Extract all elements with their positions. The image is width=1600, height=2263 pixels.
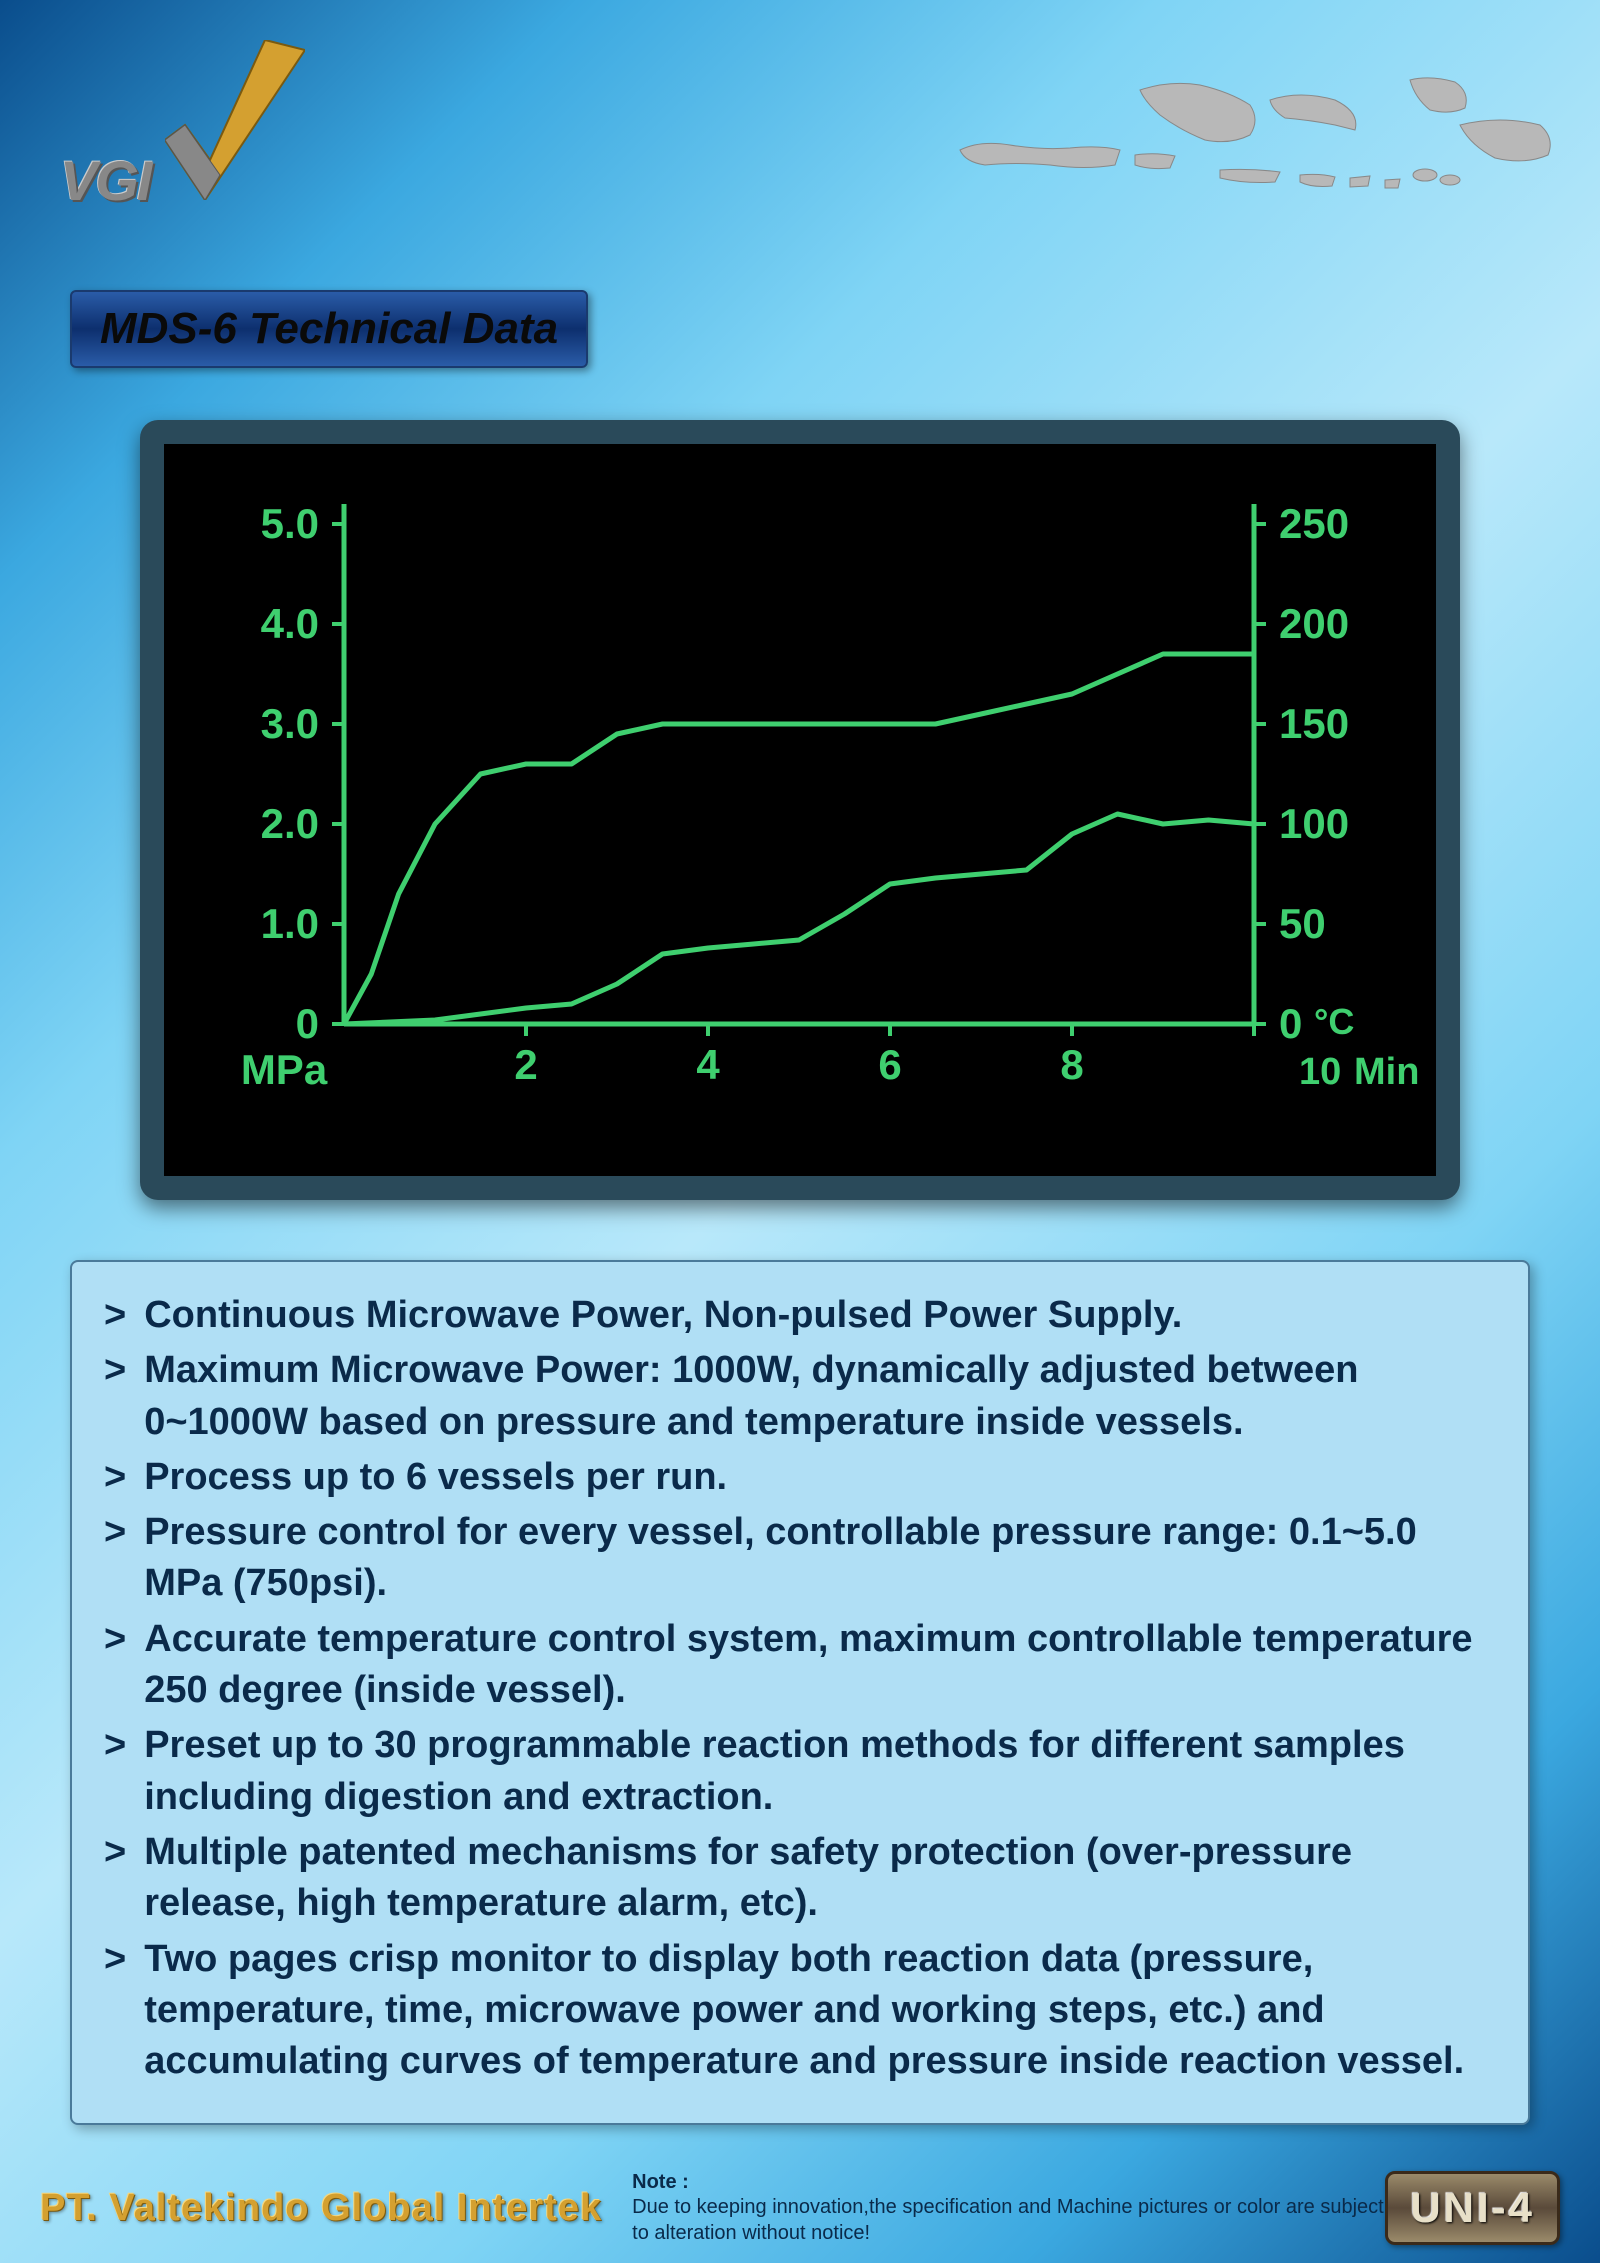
spec-text: Preset up to 30 programmable reaction me… xyxy=(144,1720,1496,1823)
bullet-icon: > xyxy=(104,1452,126,1503)
spec-item: > Accurate temperature control system, ma… xyxy=(104,1614,1496,1717)
spec-text: Two pages crisp monitor to display both … xyxy=(144,1934,1496,2088)
uni-badge: UNI-4 xyxy=(1385,2171,1560,2245)
indonesia-map-icon xyxy=(940,30,1560,270)
bullet-icon: > xyxy=(104,1614,126,1665)
logo-checkmark-icon xyxy=(165,40,305,205)
spec-item: > Process up to 6 vessels per run. xyxy=(104,1452,1496,1503)
svg-text:2.0: 2.0 xyxy=(261,800,319,847)
spec-text: Continuous Microwave Power, Non-pulsed P… xyxy=(144,1290,1182,1341)
bullet-icon: > xyxy=(104,1934,126,1985)
svg-text:50: 50 xyxy=(1279,900,1326,947)
logo-text: VGI xyxy=(60,149,150,212)
spec-text: Process up to 6 vessels per run. xyxy=(144,1452,727,1503)
title-bar: MDS-6 Technical Data xyxy=(70,290,588,368)
specs-panel: > Continuous Microwave Power, Non-pulsed … xyxy=(70,1260,1530,2125)
spec-item: > Preset up to 30 programmable reaction m… xyxy=(104,1720,1496,1823)
svg-text:10: 10 xyxy=(1299,1051,1341,1093)
page-title: MDS-6 Technical Data xyxy=(100,304,558,353)
svg-text:100: 100 xyxy=(1279,800,1349,847)
bullet-icon: > xyxy=(104,1345,126,1396)
footer: PT. Valtekindo Global Intertek Note : Du… xyxy=(0,2153,1600,2263)
svg-text:Min: Min xyxy=(1354,1051,1419,1093)
spec-text: Maximum Microwave Power: 1000W, dynamica… xyxy=(144,1345,1496,1448)
logo-area: VGI xyxy=(60,40,305,213)
uni-badge-text: UNI-4 xyxy=(1410,2184,1535,2231)
spec-item: > Maximum Microwave Power: 1000W, dynamic… xyxy=(104,1345,1496,1448)
bullet-icon: > xyxy=(104,1290,126,1341)
line-chart: 5.04.03.02.01.00MPa250200150100500°C2468… xyxy=(164,444,1436,1176)
spec-item: > Multiple patented mechanisms for safety… xyxy=(104,1827,1496,1930)
svg-text:0: 0 xyxy=(1279,1000,1302,1047)
svg-text:250: 250 xyxy=(1279,500,1349,547)
svg-text:8: 8 xyxy=(1060,1041,1083,1088)
spec-text: Accurate temperature control system, max… xyxy=(144,1614,1496,1717)
svg-text:2: 2 xyxy=(514,1041,537,1088)
svg-text:6: 6 xyxy=(878,1041,901,1088)
company-name: PT. Valtekindo Global Intertek xyxy=(40,2187,602,2230)
spec-item: > Continuous Microwave Power, Non-pulsed … xyxy=(104,1290,1496,1341)
bullet-icon: > xyxy=(104,1827,126,1878)
svg-text:4.0: 4.0 xyxy=(261,600,319,647)
svg-text:3.0: 3.0 xyxy=(261,700,319,747)
svg-text:4: 4 xyxy=(696,1041,720,1088)
bullet-icon: > xyxy=(104,1507,126,1558)
svg-text:1.0: 1.0 xyxy=(261,900,319,947)
bullet-icon: > xyxy=(104,1720,126,1771)
page: VGI MDS- xyxy=(0,0,1600,2263)
footer-note: Note : Due to keeping innovation,the spe… xyxy=(632,2171,1385,2246)
spec-item: > Two pages crisp monitor to display both… xyxy=(104,1934,1496,2088)
spec-item: > Pressure control for every vessel, cont… xyxy=(104,1507,1496,1610)
note-label: Note : xyxy=(632,2171,1385,2194)
svg-text:200: 200 xyxy=(1279,600,1349,647)
note-text: Due to keeping innovation,the specificat… xyxy=(632,2194,1385,2246)
chart-inner: 5.04.03.02.01.00MPa250200150100500°C2468… xyxy=(164,444,1436,1176)
spec-text: Pressure control for every vessel, contr… xyxy=(144,1507,1496,1610)
spec-text: Multiple patented mechanisms for safety … xyxy=(144,1827,1496,1930)
svg-text:5.0: 5.0 xyxy=(261,500,319,547)
svg-text:150: 150 xyxy=(1279,700,1349,747)
svg-text:0: 0 xyxy=(296,1000,319,1047)
chart-panel: 5.04.03.02.01.00MPa250200150100500°C2468… xyxy=(140,420,1460,1200)
svg-text:MPa: MPa xyxy=(241,1046,328,1093)
svg-text:°C: °C xyxy=(1314,1001,1354,1042)
